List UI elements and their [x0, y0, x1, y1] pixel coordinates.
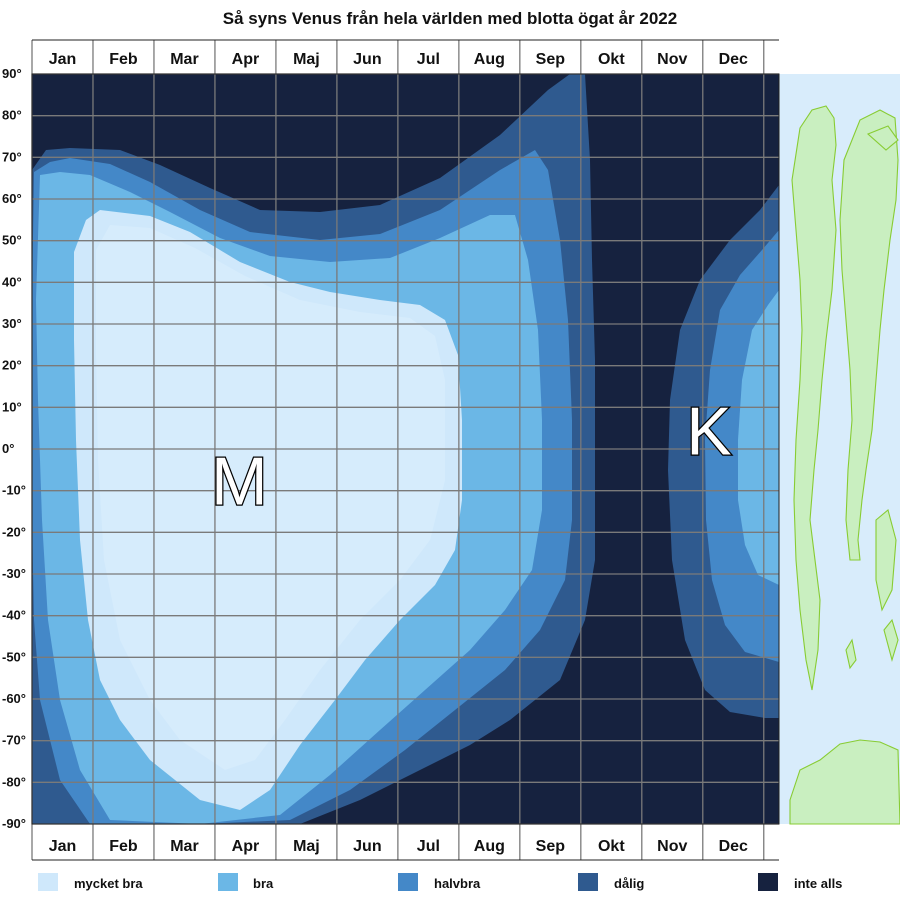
- month-label-top: Mar: [170, 51, 198, 68]
- latitude-tick-label: -10°: [2, 483, 26, 498]
- legend-label: bra: [253, 876, 274, 891]
- latitude-tick-label: 10°: [2, 399, 22, 414]
- latitude-tick-label: 40°: [2, 274, 22, 289]
- month-label-top: Feb: [109, 51, 138, 68]
- month-label-bottom: Aug: [474, 838, 505, 855]
- latitude-tick-label: 0°: [2, 441, 14, 456]
- month-label-bottom: Okt: [598, 838, 625, 855]
- month-label-bottom: Dec: [719, 838, 748, 855]
- latitude-tick-label: -70°: [2, 733, 26, 748]
- month-label-bottom: Apr: [232, 838, 260, 855]
- bottom-month-labels: Jan Feb Mar Apr Maj Jun Jul Aug Sep Okt Nov Dec: [49, 838, 748, 855]
- latitude-tick-label: -30°: [2, 566, 26, 581]
- latitude-tick-label: -80°: [2, 774, 26, 789]
- legend-label: dålig: [614, 876, 644, 891]
- legend-label: inte alls: [794, 876, 842, 891]
- latitude-tick-label: -60°: [2, 691, 26, 706]
- chart-title: Så syns Venus från hela världen med blot…: [223, 9, 677, 28]
- legend-swatch: [578, 873, 598, 891]
- legend-swatch: [218, 873, 238, 891]
- morning-mycket-bra-core: [96, 225, 445, 770]
- month-label-bottom: Jan: [49, 838, 77, 855]
- month-label-top: Okt: [598, 51, 625, 68]
- latitude-tick-label: -90°: [2, 816, 26, 831]
- latitude-tick-label: 60°: [2, 191, 22, 206]
- month-label-bottom: Sep: [536, 838, 566, 855]
- latitude-tick-label: 90°: [2, 66, 22, 81]
- latitude-tick-label: 80°: [2, 108, 22, 123]
- latitude-labels: 90° 80° 70° 60° 50° 40° 30° 20° 10° 0° -10° -20° -30…: [2, 66, 26, 831]
- legend-label: mycket bra: [74, 876, 143, 891]
- region-labels: MK: [210, 392, 733, 521]
- month-label-bottom: Maj: [293, 838, 320, 855]
- region-label-M: M: [211, 443, 268, 519]
- legend-swatch: [758, 873, 778, 891]
- legend-swatch: [398, 873, 418, 891]
- top-month-labels: Jan Feb Mar Apr Maj Jun Jul Aug Sep Okt Nov Dec: [49, 51, 748, 68]
- month-label-top: Jul: [417, 51, 440, 68]
- latitude-tick-label: -20°: [2, 524, 26, 539]
- month-label-top: Jun: [353, 51, 381, 68]
- plot-frame: [31, 73, 780, 825]
- latitude-tick-label: 20°: [2, 358, 22, 373]
- legend: mycket bra bra halvbra dålig inte alls: [38, 873, 842, 891]
- month-label-bottom: Jul: [417, 838, 440, 855]
- latitude-tick-label: 70°: [2, 149, 22, 164]
- latitude-tick-label: 50°: [2, 233, 22, 248]
- legend-swatch: [38, 873, 58, 891]
- month-label-top: Apr: [232, 51, 260, 68]
- month-label-bottom: Mar: [170, 838, 198, 855]
- month-label-top: Aug: [474, 51, 505, 68]
- month-label-bottom: Jun: [353, 838, 381, 855]
- world-map-land: [789, 105, 900, 825]
- legend-label: halvbra: [434, 876, 481, 891]
- month-label-bottom: Nov: [657, 838, 687, 855]
- grid: [31, 40, 779, 860]
- month-label-top: Jan: [49, 51, 77, 68]
- latitude-tick-label: -40°: [2, 608, 26, 623]
- month-label-top: Sep: [536, 51, 566, 68]
- latitude-tick-label: 30°: [2, 316, 22, 331]
- latitude-tick-label: -50°: [2, 649, 26, 664]
- region-label-K: K: [686, 393, 731, 469]
- month-label-top: Maj: [293, 51, 320, 68]
- evening-bra-band: [738, 290, 779, 585]
- month-label-top: Dec: [719, 51, 748, 68]
- world-map-strip: [779, 74, 900, 825]
- month-label-top: Nov: [657, 51, 687, 68]
- month-label-bottom: Feb: [109, 838, 138, 855]
